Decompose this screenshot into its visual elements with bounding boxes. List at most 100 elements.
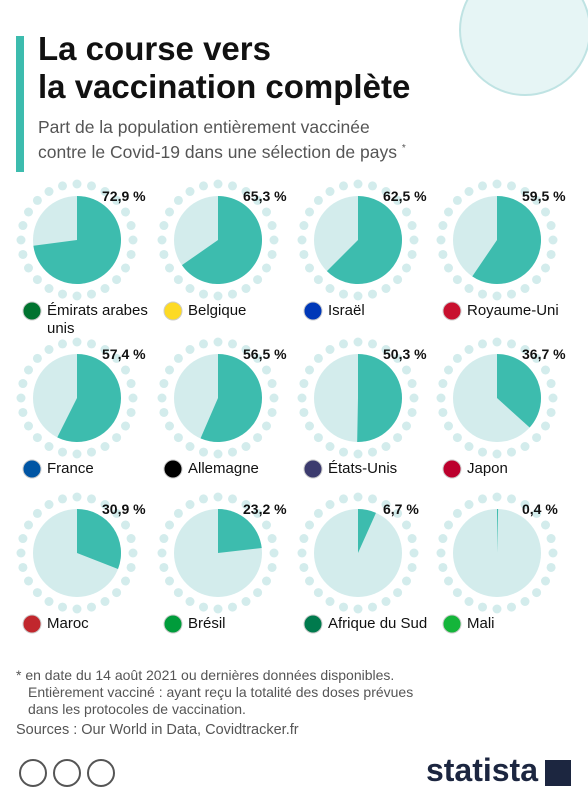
ring-dot	[159, 407, 169, 417]
ring-dot	[506, 447, 516, 457]
footnote-line: Entièrement vacciné : ayant reçu la tota…	[28, 684, 414, 700]
flag	[22, 614, 42, 634]
ring-dot	[227, 494, 237, 504]
ring-dot	[58, 339, 68, 349]
ring-dot	[299, 379, 309, 389]
ring-dot	[325, 345, 335, 355]
ring-dot	[313, 588, 323, 598]
ring-dot	[305, 365, 315, 375]
pie-slice	[497, 354, 542, 428]
ring-dot	[339, 289, 349, 299]
ring-dot	[464, 345, 474, 355]
ring-dot	[297, 235, 307, 245]
country-label: Allemagne	[188, 460, 259, 477]
ring-dot	[241, 187, 251, 197]
ring-dot	[520, 441, 530, 451]
ring-dot	[18, 221, 28, 231]
ring-dot	[438, 221, 448, 231]
ring-dot	[112, 588, 122, 598]
ring-dot	[120, 207, 130, 217]
ring-dot	[540, 207, 550, 217]
ring-dot	[24, 421, 34, 431]
ring-dot	[506, 339, 516, 349]
ring-dot	[253, 275, 263, 285]
ring-dot	[18, 407, 28, 417]
sources: Sources : Our World in Data, Covidtracke…	[16, 722, 299, 738]
ring-dot	[353, 449, 363, 459]
pie-slice	[472, 196, 542, 284]
ring-dot	[261, 520, 271, 530]
ring-dot	[112, 275, 122, 285]
ring-dot	[492, 449, 502, 459]
ring-dot	[58, 494, 68, 504]
footnote: * en date du 14 août 2021 ou dernières d…	[16, 667, 413, 718]
ring-dot	[128, 548, 138, 558]
country-label: Mali	[467, 615, 495, 632]
ring-dot	[253, 433, 263, 443]
country-label: Royaume-Uni	[467, 302, 559, 319]
ring-dot	[546, 534, 556, 544]
value-label: 62,5 %	[383, 188, 427, 204]
ring-dot	[313, 433, 323, 443]
flag	[442, 301, 462, 321]
ring-dot	[126, 407, 136, 417]
footnote-line: dans les protocoles de vaccination.	[28, 701, 246, 717]
ring-dot	[120, 365, 130, 375]
country-label: Émirats arabes unis	[47, 302, 148, 337]
value-label: 30,9 %	[102, 501, 146, 517]
ring-dot	[199, 181, 209, 191]
ring-dot	[159, 379, 169, 389]
ring-dot	[227, 339, 237, 349]
ring-dot	[436, 235, 446, 245]
ring-dot	[199, 339, 209, 349]
ring-dot	[407, 562, 417, 572]
ring-dot	[269, 235, 279, 245]
ring-dot	[58, 289, 68, 299]
ring-dot	[313, 508, 323, 518]
ring-dot	[58, 447, 68, 457]
country-label: États-Unis	[328, 460, 398, 477]
ring-dot	[506, 602, 516, 612]
ring-dot	[100, 345, 110, 355]
ring-dot	[478, 494, 488, 504]
ring-dot	[339, 494, 349, 504]
ring-dot	[367, 602, 377, 612]
ring-dot	[478, 289, 488, 299]
ring-dot	[253, 195, 263, 205]
ring-dot	[381, 500, 391, 510]
ring-dot	[548, 235, 558, 245]
ring-dot	[407, 379, 417, 389]
ring-dot	[540, 421, 550, 431]
ring-dot	[157, 548, 167, 558]
ring-dot	[165, 421, 175, 431]
ring-dot	[436, 393, 446, 403]
ring-dot	[436, 548, 446, 558]
ring-dot	[393, 508, 403, 518]
ring-dot	[86, 602, 96, 612]
ring-dot	[305, 263, 315, 273]
flag	[303, 301, 323, 321]
ring-dot	[24, 207, 34, 217]
ring-dot	[18, 379, 28, 389]
ring-dot	[339, 339, 349, 349]
ring-dot	[126, 562, 136, 572]
ring-dot	[548, 393, 558, 403]
ring-dot	[267, 534, 277, 544]
flag	[163, 459, 183, 479]
ring-dot	[325, 500, 335, 510]
ring-dot	[86, 289, 96, 299]
ring-dot	[112, 195, 122, 205]
ring-dot	[261, 365, 271, 375]
ring-dot	[58, 602, 68, 612]
ring-dot	[157, 393, 167, 403]
ring-dot	[540, 263, 550, 273]
ring-dot	[16, 393, 26, 403]
ring-dot	[297, 393, 307, 403]
ring-dot	[478, 447, 488, 457]
ring-dot	[261, 421, 271, 431]
ring-dot	[253, 588, 263, 598]
ring-dot	[72, 337, 82, 347]
ring-dot	[199, 602, 209, 612]
ring-dot	[100, 500, 110, 510]
